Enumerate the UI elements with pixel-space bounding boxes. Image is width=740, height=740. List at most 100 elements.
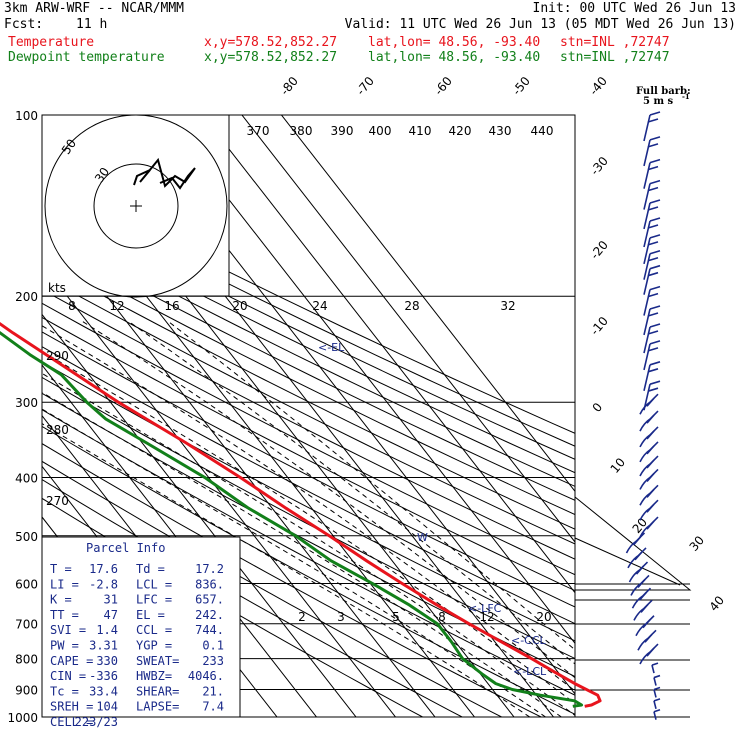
model-title: 3km ARW-WRF -- NCAR/MMM <box>4 1 185 16</box>
dry-adiabat <box>42 249 575 516</box>
parcel-cell: 242. <box>195 608 224 622</box>
mixing-ratio-label: 28 <box>404 299 419 313</box>
theta-left-label: 270 <box>46 494 69 508</box>
pressure-label-800: 800 <box>15 653 38 667</box>
theta-label: 440 <box>531 124 554 138</box>
parcel-cell: 17.2 <box>195 562 224 576</box>
hodograph-ring-inner <box>93 163 179 249</box>
isotherm-line <box>241 115 575 543</box>
isotherm-line <box>201 115 575 594</box>
dry-adiabat <box>42 392 575 678</box>
mixing-ratio-label: 32 <box>500 299 515 313</box>
parcel-cell: SWEAT= <box>136 654 179 668</box>
parcel-cell: SREH = <box>50 700 93 714</box>
parcel-cell: CIN = <box>50 669 86 683</box>
dry-adiabat <box>42 346 575 625</box>
dry-adiabat <box>42 199 575 460</box>
wind-barb <box>643 323 661 354</box>
mixing-ratio-label: 8 <box>68 299 76 313</box>
mixing-ratio-label-lower: 12 <box>479 610 494 624</box>
isotherm-label: -30 <box>588 154 611 178</box>
wind-barb <box>639 455 659 477</box>
forecast-label: Fcst: <box>4 17 44 32</box>
pressure-label-200: 200 <box>15 290 38 304</box>
isotherm-label: -20 <box>588 238 611 262</box>
wind-barb <box>628 561 649 583</box>
dewpoint-latlon: lat,lon= 48.56, -93.40 <box>368 50 541 65</box>
temperature-xy: x,y=578.52,852.27 <box>204 35 338 50</box>
dewpoint-xy: x,y=578.52,852.27 <box>204 50 338 65</box>
dry-adiabat <box>42 409 575 696</box>
wind-barb <box>630 574 650 596</box>
hodograph-trace <box>133 157 196 190</box>
wind-barb <box>627 547 647 569</box>
parcel-title: Parcel Info <box>86 541 165 555</box>
wind-barb <box>635 615 655 637</box>
wind-barb <box>653 686 661 698</box>
dry-adiabat-lines <box>42 176 575 717</box>
mixing-ratio-label-lower: 8 <box>438 610 446 624</box>
dry-adiabat <box>42 262 575 530</box>
parcel-cell: 223/23 <box>75 715 118 729</box>
parcel-info-panel: Parcel Info T = 17.6 Td = 17.2 LI = -2.8 LCL =… <box>41 536 241 729</box>
parcel-cell: K = <box>50 593 72 607</box>
isotherm-label: 20 <box>630 515 651 536</box>
wind-barb <box>633 599 653 621</box>
parcel-cell: 330 <box>96 654 118 668</box>
wind-barb <box>631 587 652 609</box>
forecast-hour: 11 h <box>76 17 108 32</box>
lcl-marker: <-LCL <box>513 665 547 678</box>
parcel-cell: SHEAR= <box>136 684 179 698</box>
wind-barb <box>643 136 661 167</box>
dry-adiabat <box>42 176 575 434</box>
dewpoint-profile <box>0 330 584 708</box>
wind-barb <box>639 643 659 665</box>
wind-barb <box>651 662 659 674</box>
parcel-cell: TT = <box>50 608 79 622</box>
dry-adiabat <box>42 288 575 560</box>
parcel-cell: 657. <box>195 593 224 607</box>
dewpoint-station: stn=INL ,72747 <box>560 50 670 65</box>
wind-barb <box>643 361 661 391</box>
wind-barb <box>639 484 659 506</box>
hodograph-units: kts <box>48 281 66 295</box>
wind-barb <box>643 305 661 336</box>
parcel-cell: 31 <box>104 593 118 607</box>
wind-barb <box>639 468 659 490</box>
barb-key-value: 5 m s <box>643 96 674 107</box>
parcel-cell: 1.4 <box>96 623 118 637</box>
temperature-legend: Temperature <box>8 35 95 50</box>
parcel-cell: CELL = <box>50 715 93 729</box>
mixing-ratio-label-lower: 2 <box>298 610 306 624</box>
wind-barb <box>643 217 661 248</box>
theta-label: 410 <box>409 124 432 138</box>
wind-barb <box>653 708 661 720</box>
valid-time: Valid: 11 UTC Wed 26 Jun 13 (05 MDT Wed … <box>344 17 736 32</box>
isotherm-label: -60 <box>432 74 455 98</box>
theta-left-label: 290 <box>46 349 69 363</box>
dry-adiabat <box>42 275 575 545</box>
temperature-station: stn=INL ,72747 <box>560 35 670 50</box>
temperature-latlon: lat,lon= 48.56, -93.40 <box>368 35 541 50</box>
dry-adiabat <box>42 223 575 487</box>
wind-barb <box>643 158 661 189</box>
dry-adiabat <box>42 302 575 576</box>
temperature-profile <box>0 321 602 708</box>
moist-adiabat <box>127 320 575 665</box>
isotherm-label: 40 <box>707 593 728 614</box>
isotherm-label: -80 <box>278 74 301 98</box>
parcel-cell: T = <box>50 562 72 576</box>
pressure-label-300: 300 <box>15 396 38 410</box>
wind-barbs <box>625 111 661 720</box>
parcel-cell: YGP = <box>136 639 172 653</box>
pressure-label-100: 100 <box>15 109 38 123</box>
parcel-cell: LFC = <box>136 593 172 607</box>
isotherm-label: -70 <box>354 74 377 98</box>
pressure-label-600: 600 <box>15 577 38 591</box>
parcel-cell: 744. <box>195 623 224 637</box>
theta-left-label: 280 <box>46 423 69 437</box>
parcel-cell: 233 <box>202 654 224 668</box>
wind-barb <box>637 629 657 651</box>
barb-key-title: Full barb: <box>636 86 691 97</box>
